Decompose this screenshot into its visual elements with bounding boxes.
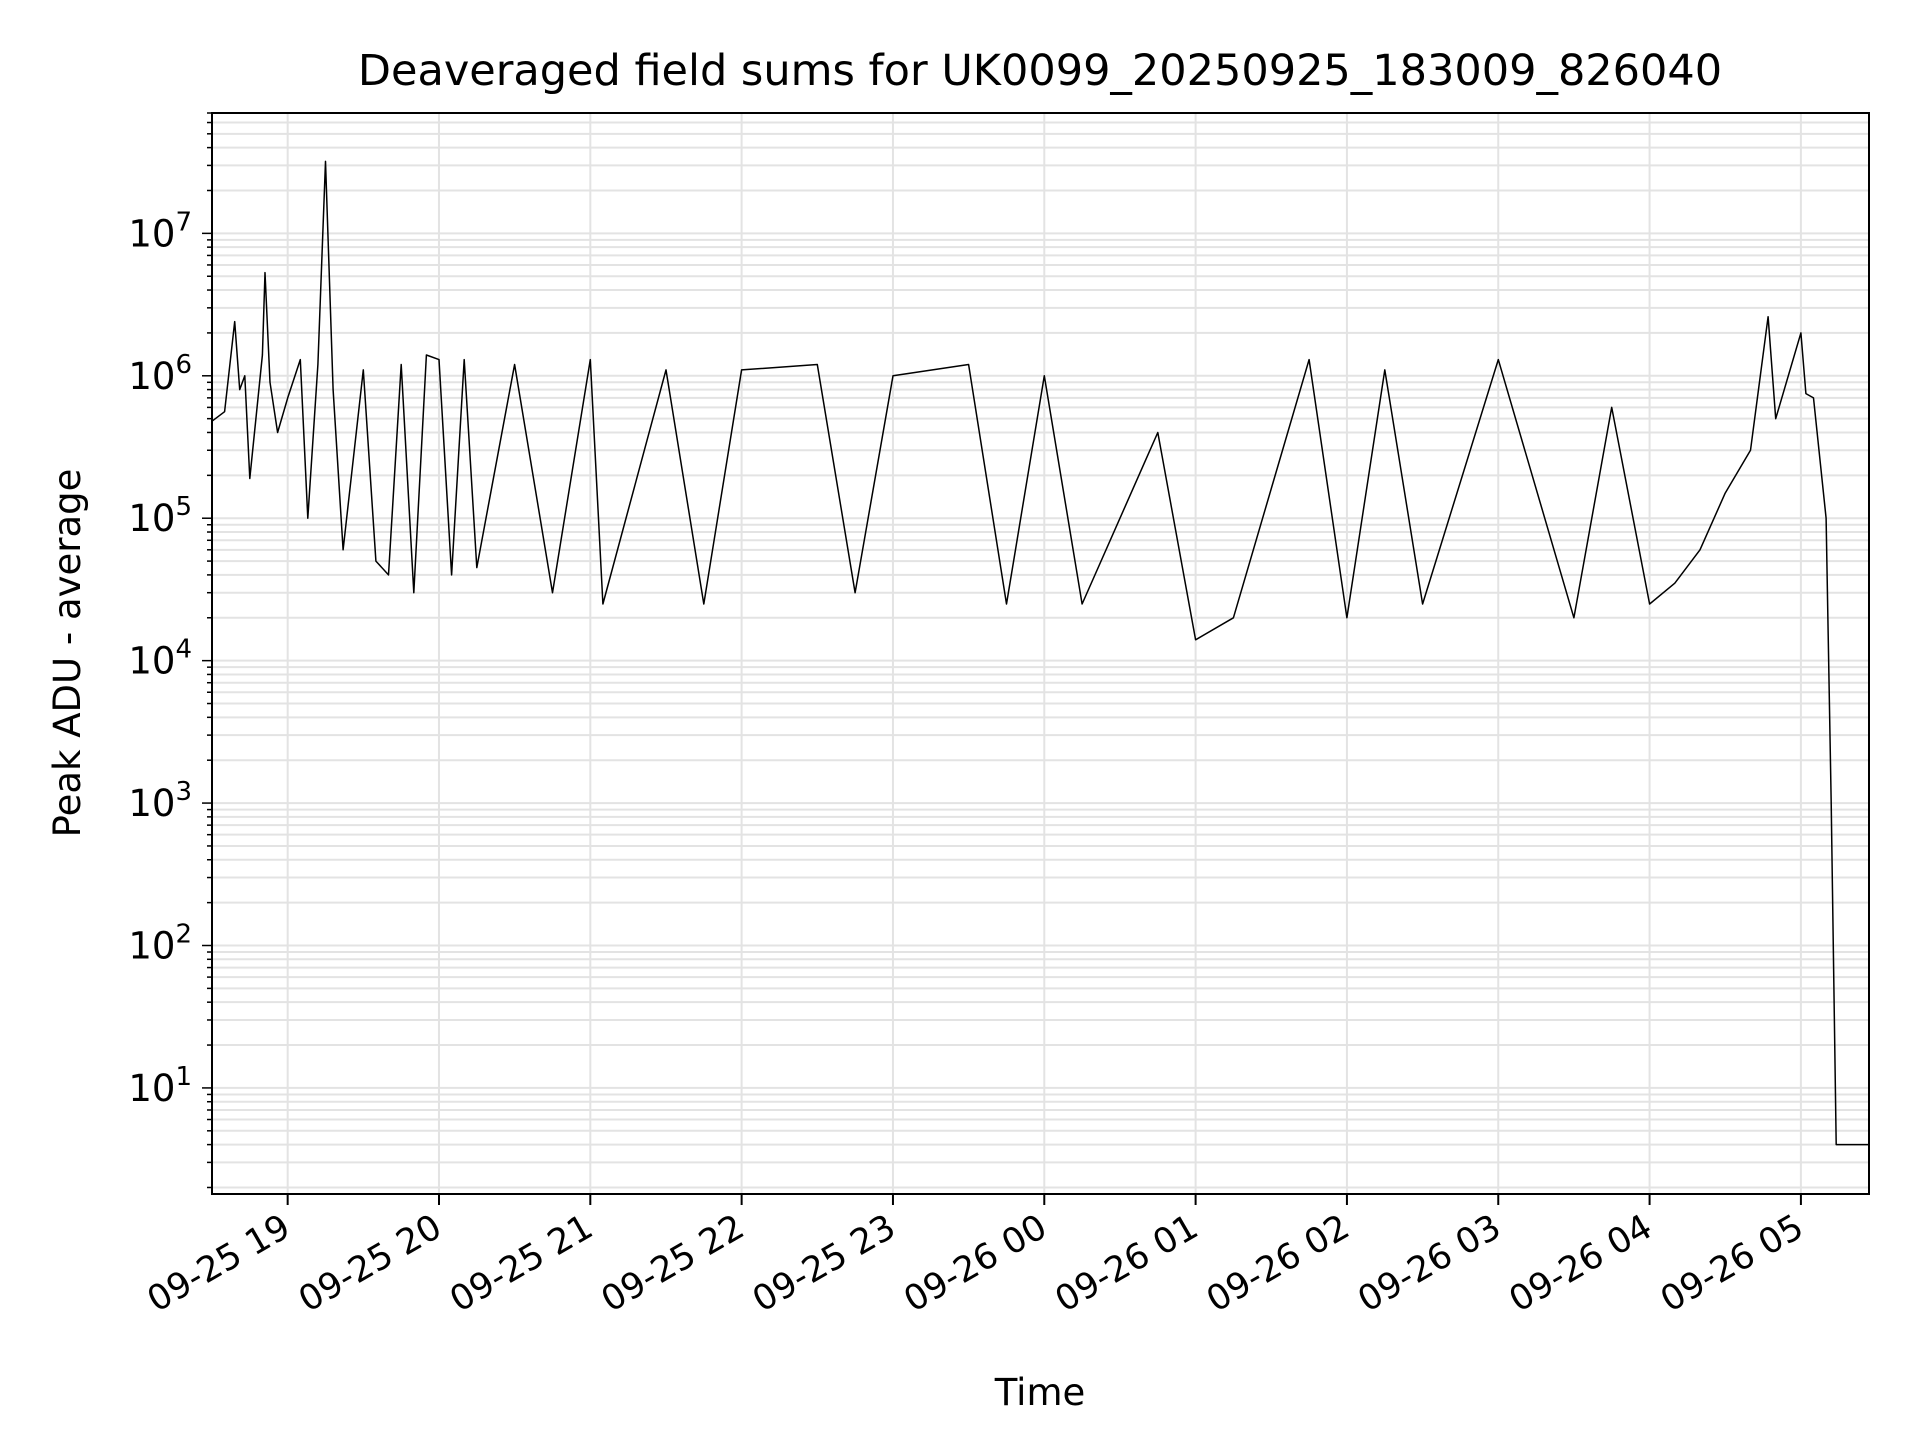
grid-lines (212, 112, 1869, 1194)
x-axis-label: Time (994, 1371, 1086, 1414)
chart-title: Deaveraged field sums for UK0099_2025092… (358, 46, 1722, 96)
y-tick-label: 103 (128, 777, 192, 825)
axes-frame (211, 112, 1870, 1195)
series-line (211, 160, 1869, 1146)
y-axis-label: Peak ADU - average (46, 469, 89, 838)
plot-area (211, 160, 1869, 1146)
